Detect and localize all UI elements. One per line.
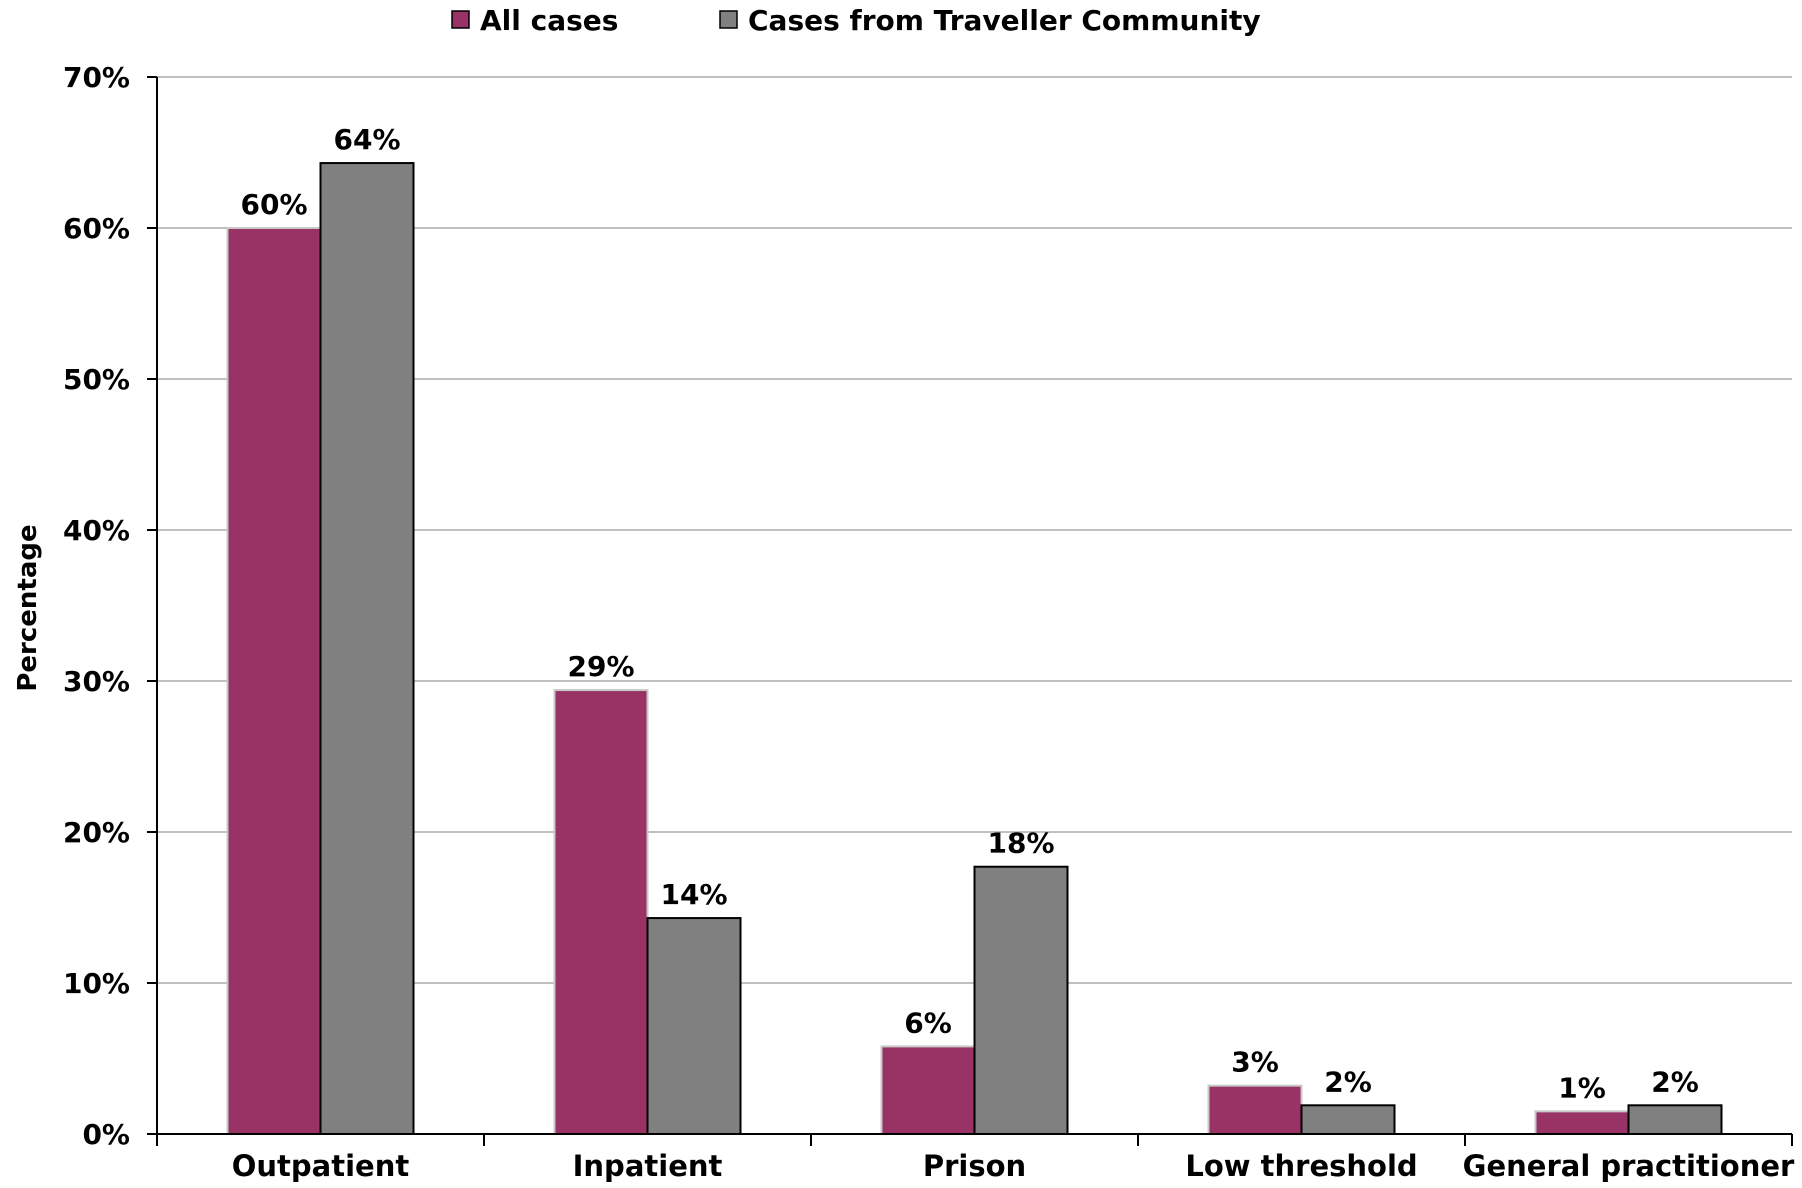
y-axis-title: Percentage	[13, 524, 43, 691]
legend-swatch	[719, 10, 738, 29]
axes	[156, 77, 1793, 1146]
data-label: 14%	[660, 878, 727, 911]
bar-traveller-general-practitioner	[1627, 1104, 1723, 1136]
x-tick-label: Low threshold	[1185, 1149, 1417, 1183]
data-label: 60%	[240, 188, 307, 221]
legend-label: All cases	[480, 4, 618, 37]
legend: All cases Cases from Traveller Community	[451, 4, 1261, 37]
bar-all-cases-low-threshold	[1207, 1084, 1303, 1136]
bar-all-cases-outpatient	[226, 227, 322, 1135]
data-label: 64%	[333, 123, 400, 156]
y-tick-label: 10%	[63, 967, 130, 1000]
data-label: 2%	[1651, 1065, 1699, 1098]
y-tick-label: 40%	[63, 514, 130, 547]
x-tick-label: Outpatient	[232, 1149, 410, 1183]
bar-traveller-inpatient	[646, 917, 742, 1135]
bar-all-cases-inpatient	[553, 689, 649, 1135]
bar-traveller-outpatient	[319, 162, 415, 1135]
y-tick-label: 20%	[63, 816, 130, 849]
x-tick-label: Prison	[923, 1149, 1026, 1183]
x-axis-labels: Outpatient Inpatient Prison Low threshold Ge…	[232, 1149, 1795, 1183]
y-tick-label: 0%	[82, 1118, 130, 1151]
data-label: 1%	[1558, 1071, 1606, 1104]
data-label: 29%	[567, 650, 634, 683]
y-axis-ticks: 0% 10% 20% 30% 40% 50% 60% 70%	[63, 61, 157, 1151]
bar-all-cases-prison	[880, 1045, 976, 1136]
gridlines	[157, 76, 1792, 984]
data-label: 2%	[1324, 1065, 1372, 1098]
bar-traveller-prison	[973, 865, 1069, 1135]
legend-swatch	[451, 10, 470, 29]
x-tick-label: Inpatient	[573, 1149, 723, 1183]
data-labels: 60% 64% 29% 14% 6% 18% 3% 2% 1% 2%	[240, 123, 1698, 1104]
data-label: 3%	[1231, 1046, 1279, 1079]
data-label: 18%	[987, 827, 1054, 860]
y-tick-label: 30%	[63, 665, 130, 698]
bar-traveller-low-threshold	[1300, 1104, 1396, 1136]
y-tick-label: 70%	[63, 61, 130, 94]
data-label: 6%	[904, 1006, 952, 1039]
legend-label: Cases from Traveller Community	[748, 4, 1261, 37]
x-tick-label: General practitioner	[1463, 1149, 1795, 1183]
y-tick-label: 60%	[63, 212, 130, 245]
bar-all-cases-general-practitioner	[1534, 1110, 1630, 1135]
y-tick-label: 50%	[63, 363, 130, 396]
bars	[226, 162, 1723, 1136]
